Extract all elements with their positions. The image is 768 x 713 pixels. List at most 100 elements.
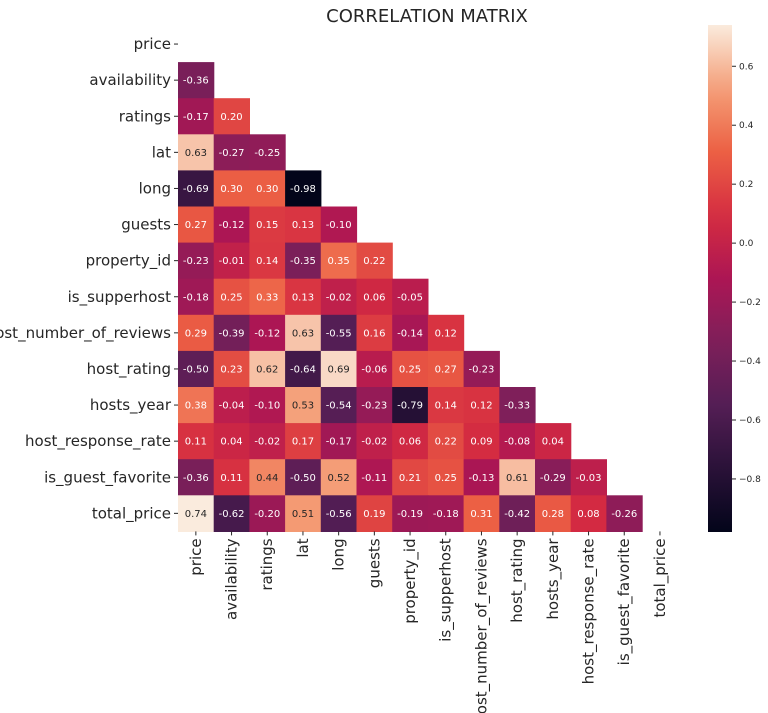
cell-value-is_supperhost-price: -0.18 — [183, 292, 209, 303]
cell-value-host_rating-availability: 0.23 — [220, 364, 242, 375]
cell-host_response_rate-ratings — [249, 423, 286, 460]
cell-value-long-availability: 0.30 — [220, 184, 242, 195]
cell-total_price-host_number_of_reviews — [463, 495, 500, 532]
cell-is_supperhost-long — [320, 278, 358, 316]
colorbar-gradient — [708, 25, 732, 532]
cell-value-host_number_of_reviews-lat: 0.63 — [292, 328, 314, 339]
cell-host_rating-ratings — [249, 350, 286, 388]
cell-is_supperhost-lat — [285, 278, 322, 316]
cell-value-total_price-host_number_of_reviews: 0.31 — [470, 509, 492, 520]
cell-hosts_year-price — [178, 387, 215, 424]
x-label-lat: lat — [294, 538, 312, 557]
cell-value-host_number_of_reviews-guests: 0.16 — [363, 328, 385, 339]
colorbar-tick-label-7: −0.8 — [739, 475, 761, 485]
cell-value-total_price-host_rating: -0.42 — [504, 509, 530, 520]
cell-host_response_rate-lat — [285, 423, 322, 460]
cell-host_response_rate-host_rating — [499, 423, 536, 460]
colorbar-tick-label-0: 0.6 — [739, 62, 754, 72]
cell-value-property_id-lat: -0.35 — [290, 256, 316, 267]
cell-value-host_response_rate-availability: 0.04 — [220, 437, 242, 448]
cell-host_number_of_reviews-long — [320, 314, 358, 352]
cell-value-host_rating-property_id: 0.25 — [399, 364, 421, 375]
cell-value-is_guest_favorite-availability: 0.11 — [220, 473, 242, 484]
cell-total_price-long — [320, 495, 358, 532]
cell-availability-price — [178, 62, 215, 99]
cell-value-hosts_year-long: -0.54 — [326, 401, 352, 412]
cell-hosts_year-host_number_of_reviews — [463, 387, 500, 424]
cell-total_price-host_response_rate — [570, 495, 607, 532]
cell-value-hosts_year-ratings: -0.10 — [254, 401, 280, 412]
cell-host_number_of_reviews-is_supperhost — [427, 314, 465, 352]
cell-value-total_price-availability: -0.62 — [219, 509, 245, 520]
colorbar-tick-label-4: −0.2 — [739, 298, 761, 308]
x-label-price: price — [187, 538, 205, 575]
cell-total_price-availability — [213, 495, 250, 532]
y-label-long: long — [139, 179, 171, 197]
cell-value-host_response_rate-price: 0.11 — [185, 437, 207, 448]
cell-long-availability — [213, 170, 250, 208]
cell-value-is_guest_favorite-host_rating: 0.61 — [506, 473, 528, 484]
x-label-long: long — [330, 538, 348, 570]
cell-is_supperhost-ratings — [249, 278, 286, 316]
cell-value-property_id-price: -0.23 — [183, 256, 209, 267]
y-label-is_supperhost: is_supperhost — [68, 288, 171, 307]
cell-guests-ratings — [249, 206, 286, 244]
colorbar-tick-label-2: 0.2 — [739, 180, 753, 190]
cell-total_price-hosts_year — [535, 495, 572, 532]
x-label-availability: availability — [223, 538, 241, 620]
cell-value-guests-lat: 0.13 — [292, 220, 314, 231]
colorbar-tick-label-6: −0.6 — [739, 416, 761, 426]
cell-host_response_rate-host_number_of_reviews — [463, 423, 500, 460]
cell-value-total_price-ratings: -0.20 — [254, 509, 280, 520]
cell-value-host_response_rate-is_supperhost: 0.22 — [435, 437, 457, 448]
cell-long-lat — [285, 170, 322, 208]
x-label-is_supperhost: is_supperhost — [437, 538, 456, 641]
y-axis-labels: price availability ratings lat long guests pro… — [0, 35, 178, 523]
cell-total_price-lat — [285, 495, 322, 532]
cell-value-host_rating-is_supperhost: 0.27 — [435, 364, 457, 375]
cell-property_id-guests — [356, 242, 393, 280]
cell-is_guest_favorite-long — [320, 459, 358, 496]
x-label-host_number_of_reviews: host_number_of_reviews — [472, 538, 491, 713]
cell-long-price — [178, 170, 215, 208]
cell-hosts_year-guests — [356, 387, 393, 424]
cell-property_id-ratings — [249, 242, 286, 280]
y-label-lat: lat — [152, 143, 171, 161]
cell-value-hosts_year-property_id: -0.79 — [397, 401, 423, 412]
x-label-property_id: property_id — [401, 538, 420, 623]
cell-value-total_price-host_response_rate: 0.08 — [577, 509, 599, 520]
x-axis-labels: price availability ratings lat long guests pro… — [187, 531, 670, 713]
cell-value-host_number_of_reviews-is_supperhost: 0.12 — [435, 328, 457, 339]
y-label-host_number_of_reviews: host_number_of_reviews — [0, 324, 171, 343]
chart-title: CORRELATION MATRIX — [326, 6, 528, 27]
y-label-host_response_rate: host_response_rate — [25, 432, 171, 451]
cell-value-host_response_rate-host_number_of_reviews: 0.09 — [470, 437, 492, 448]
cell-total_price-is_guest_favorite — [606, 495, 643, 532]
colorbar-tick-label-3: 0.0 — [739, 239, 754, 249]
cell-is_supperhost-price — [178, 278, 215, 316]
cell-value-is_guest_favorite-ratings: 0.44 — [256, 473, 278, 484]
cell-lat-price — [178, 134, 215, 171]
x-label-ratings: ratings — [258, 538, 276, 590]
cell-lat-availability — [213, 134, 250, 171]
cell-hosts_year-host_rating — [499, 387, 536, 424]
x-label-total_price: total_price — [651, 538, 670, 617]
cell-value-host_rating-lat: -0.64 — [290, 364, 316, 375]
cell-guests-long — [320, 206, 358, 244]
cell-value-availability-price: -0.36 — [183, 76, 209, 87]
cell-value-total_price-lat: 0.51 — [292, 509, 314, 520]
cell-long-ratings — [249, 170, 286, 208]
colorbar-tick-label-5: −0.4 — [739, 357, 761, 367]
cell-value-long-lat: -0.98 — [290, 184, 316, 195]
cell-value-guests-price: 0.27 — [185, 220, 207, 231]
cell-property_id-long — [320, 242, 358, 280]
cell-value-host_number_of_reviews-availability: -0.39 — [219, 328, 245, 339]
cell-property_id-availability — [213, 242, 250, 280]
x-label-host_response_rate: host_response_rate — [580, 538, 599, 684]
x-label-guests: guests — [365, 538, 383, 588]
cell-value-host_number_of_reviews-price: 0.29 — [185, 328, 207, 339]
cell-value-host_response_rate-lat: 0.17 — [292, 437, 314, 448]
cell-host_number_of_reviews-guests — [356, 314, 393, 352]
cell-value-total_price-price: 0.74 — [185, 509, 207, 520]
cell-is_supperhost-availability — [213, 278, 250, 316]
